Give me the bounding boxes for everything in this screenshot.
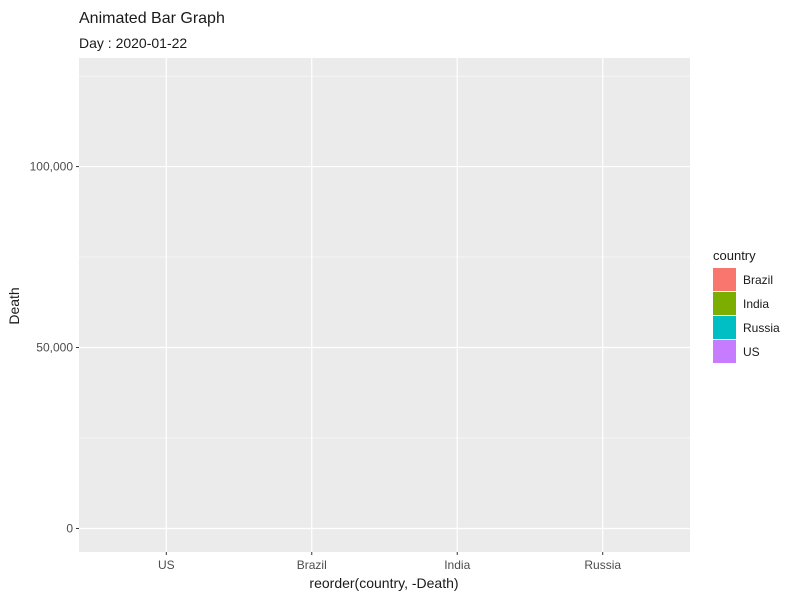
x-tick-label: Brazil (297, 558, 327, 572)
x-tick-label: US (158, 558, 175, 572)
y-tick-labels: 0 50,000 100,000 (30, 160, 79, 535)
legend-label: US (743, 345, 760, 359)
y-tick-label: 0 (66, 521, 73, 535)
legend: country Brazil India Russia US (713, 248, 780, 363)
y-axis-title: Death (6, 287, 22, 324)
legend-key (713, 340, 736, 363)
y-tick-label: 100,000 (30, 160, 74, 174)
legend-label: Brazil (743, 273, 773, 287)
y-tick-label: 50,000 (36, 341, 73, 355)
x-tick-labels: US Brazil India Russia (158, 552, 621, 572)
x-tick-label: India (444, 558, 470, 572)
major-gridlines (79, 58, 690, 552)
chart-title: Animated Bar Graph (79, 10, 225, 27)
legend-title: country (713, 248, 756, 263)
x-axis-title: reorder(country, -Death) (309, 575, 458, 591)
x-tick-label: Russia (584, 558, 621, 572)
legend-key (713, 316, 736, 339)
legend-label: Russia (743, 321, 780, 335)
minor-gridlines (79, 75, 690, 439)
legend-key (713, 292, 736, 315)
chart-subtitle: Day : 2020-01-22 (79, 35, 187, 51)
legend-label: India (743, 297, 769, 311)
plot-panel (79, 58, 690, 552)
legend-key (713, 268, 736, 291)
